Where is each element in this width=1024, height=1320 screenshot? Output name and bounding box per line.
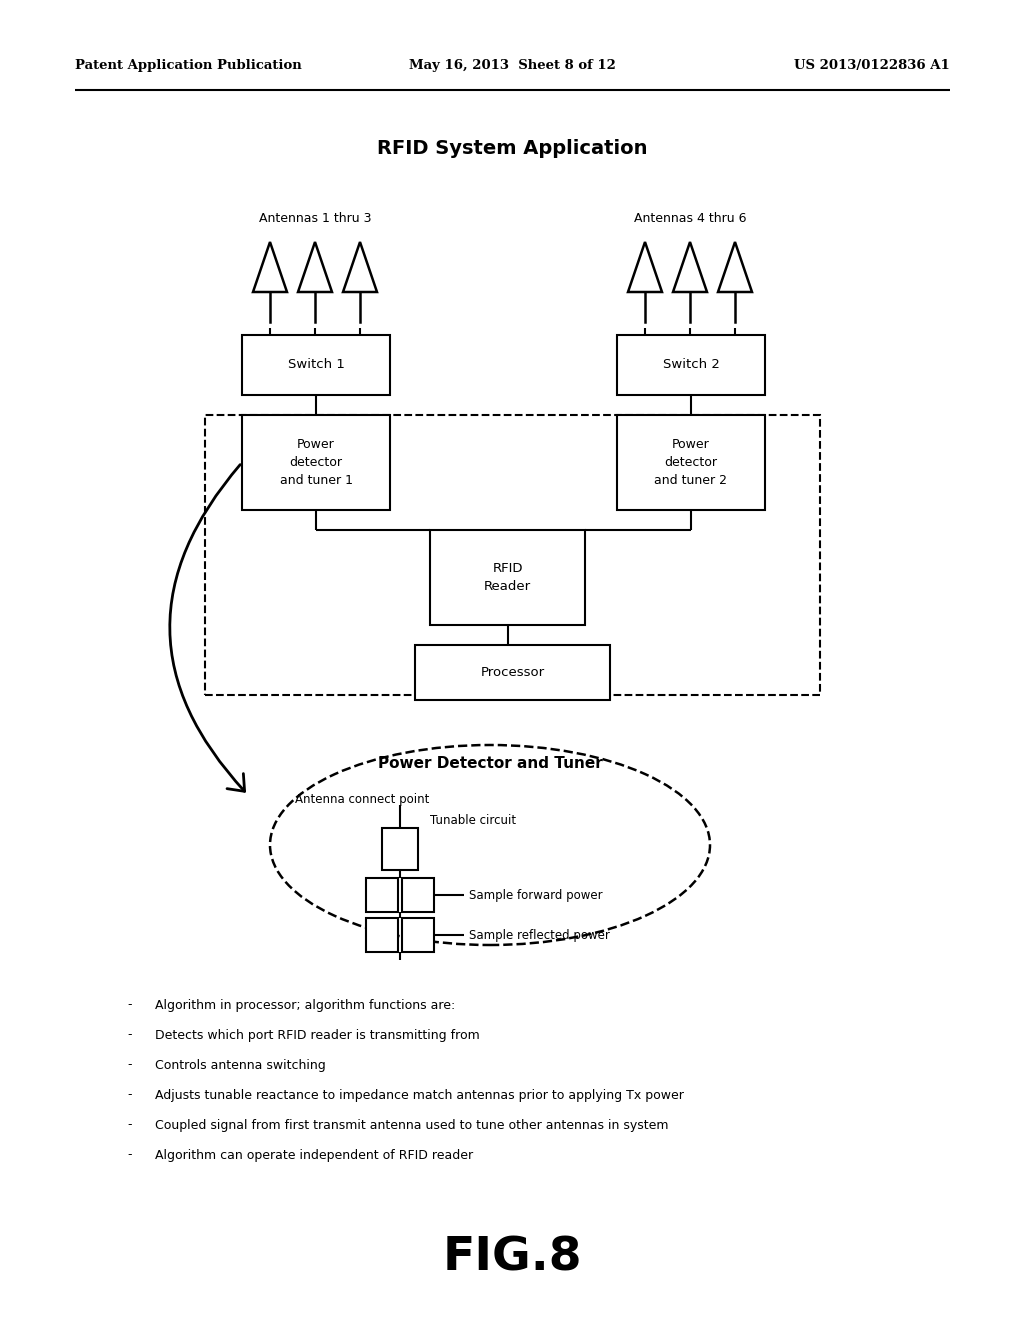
- Text: -: -: [128, 1148, 132, 1162]
- Text: Power Detector and Tuner: Power Detector and Tuner: [378, 755, 602, 771]
- Text: RFID
Reader: RFID Reader: [484, 562, 531, 593]
- Text: Switch 1: Switch 1: [288, 359, 344, 371]
- Ellipse shape: [270, 744, 710, 945]
- Text: Antennas 4 thru 6: Antennas 4 thru 6: [634, 211, 746, 224]
- Text: -: -: [128, 1028, 132, 1041]
- Text: -: -: [128, 998, 132, 1011]
- Text: Switch 2: Switch 2: [663, 359, 720, 371]
- Text: -: -: [128, 1118, 132, 1131]
- Bar: [366, 917, 398, 952]
- Text: Antennas 1 thru 3: Antennas 1 thru 3: [259, 211, 372, 224]
- Bar: [402, 878, 434, 912]
- Text: RFID System Application: RFID System Application: [377, 139, 647, 157]
- Bar: [242, 414, 390, 510]
- Text: Controls antenna switching: Controls antenna switching: [155, 1059, 326, 1072]
- Text: Algorithm can operate independent of RFID reader: Algorithm can operate independent of RFI…: [155, 1148, 473, 1162]
- Bar: [617, 335, 765, 395]
- Text: Antenna connect point: Antenna connect point: [295, 793, 429, 807]
- Text: Detects which port RFID reader is transmitting from: Detects which port RFID reader is transm…: [155, 1028, 480, 1041]
- Text: Sample reflected power: Sample reflected power: [469, 928, 610, 941]
- Text: Algorithm in processor; algorithm functions are:: Algorithm in processor; algorithm functi…: [155, 998, 456, 1011]
- Bar: [382, 828, 418, 870]
- Text: Processor: Processor: [480, 667, 545, 678]
- Text: US 2013/0122836 A1: US 2013/0122836 A1: [795, 58, 950, 71]
- Text: Power
detector
and tuner 2: Power detector and tuner 2: [654, 438, 727, 487]
- Text: May 16, 2013  Sheet 8 of 12: May 16, 2013 Sheet 8 of 12: [409, 58, 615, 71]
- Text: -: -: [128, 1059, 132, 1072]
- Bar: [617, 414, 765, 510]
- Bar: [366, 878, 398, 912]
- Bar: [242, 335, 390, 395]
- Text: Tunable circuit: Tunable circuit: [430, 813, 516, 826]
- Bar: [415, 645, 610, 700]
- Bar: [205, 414, 820, 696]
- Text: Power
detector
and tuner 1: Power detector and tuner 1: [280, 438, 352, 487]
- Text: Patent Application Publication: Patent Application Publication: [75, 58, 302, 71]
- Text: Sample forward power: Sample forward power: [469, 888, 603, 902]
- Text: Adjusts tunable reactance to impedance match antennas prior to applying Tx power: Adjusts tunable reactance to impedance m…: [155, 1089, 684, 1101]
- Bar: [430, 531, 585, 624]
- Text: FIG.8: FIG.8: [442, 1236, 582, 1280]
- Bar: [402, 917, 434, 952]
- Text: -: -: [128, 1089, 132, 1101]
- Text: Coupled signal from first transmit antenna used to tune other antennas in system: Coupled signal from first transmit anten…: [155, 1118, 669, 1131]
- FancyArrowPatch shape: [170, 465, 245, 791]
